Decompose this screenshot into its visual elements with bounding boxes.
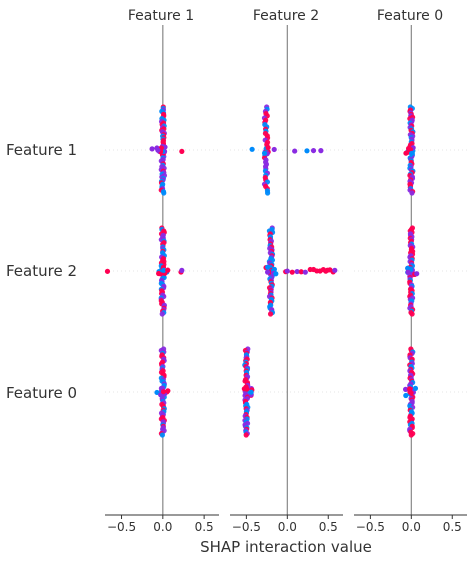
data-point-outlier	[298, 269, 304, 275]
x-tick-label: 0.0	[153, 520, 172, 534]
data-point	[409, 190, 415, 196]
points-feature-0-feature-2	[405, 225, 420, 317]
x-tick-label: 0.5	[443, 520, 462, 534]
panels-layer: −0.5 0.0 0.5 −0.5 0.0 0.5 −0.5 0.0 0.5	[104, 25, 467, 534]
x-tick-label: −0.5	[107, 520, 136, 534]
row-label-feature-0: Feature 0	[6, 384, 77, 402]
panel-feature-2: −0.5 0.0 0.5	[230, 25, 343, 534]
data-point	[243, 432, 249, 438]
points-feature-2-feature-2	[263, 225, 338, 317]
points-feature-2-feature-1	[249, 104, 324, 196]
data-point	[403, 392, 409, 399]
data-point	[159, 311, 165, 317]
points-feature-0-feature-0	[402, 346, 419, 438]
x-axis-label: SHAP interaction value	[200, 538, 372, 556]
data-point	[408, 390, 414, 396]
data-point-outlier	[289, 269, 295, 275]
x-tick-label: 0.0	[278, 520, 297, 534]
data-point-outlier	[179, 148, 185, 155]
data-point	[273, 271, 279, 277]
data-point	[409, 311, 415, 317]
data-point	[156, 270, 162, 277]
points-feature-0-feature-1	[403, 104, 416, 196]
data-point-outlier	[271, 146, 277, 153]
row-label-feature-1: Feature 1	[6, 141, 77, 159]
data-point	[165, 388, 171, 394]
data-point	[402, 386, 409, 392]
data-point	[412, 385, 419, 391]
data-point	[161, 190, 167, 196]
data-point	[414, 271, 420, 277]
data-point	[408, 432, 414, 438]
data-point-outlier	[292, 148, 298, 154]
row-labels: Feature 1 Feature 2 Feature 0	[6, 141, 77, 402]
data-point	[261, 150, 268, 156]
data-point	[265, 190, 271, 196]
data-point	[161, 267, 167, 273]
data-point-outlier	[104, 268, 111, 274]
data-point-outlier	[165, 267, 171, 273]
data-point	[267, 311, 274, 317]
x-tick-label: 0.5	[195, 520, 214, 534]
data-point-outlier	[318, 148, 324, 154]
data-point-outlier	[155, 147, 161, 153]
row-label-feature-2: Feature 2	[6, 262, 77, 280]
data-point-outlier	[302, 269, 308, 275]
data-point	[405, 269, 411, 275]
data-point	[405, 265, 411, 271]
data-point	[160, 389, 167, 395]
data-point-outlier	[149, 146, 155, 152]
data-point	[407, 146, 414, 153]
x-tick-label: −0.5	[232, 520, 261, 534]
data-point-outlier	[249, 146, 255, 152]
panel-title-feature-1: Feature 1	[128, 8, 194, 24]
data-point	[408, 150, 415, 157]
data-point-outlier	[332, 267, 338, 273]
data-point	[159, 432, 166, 438]
panel-titles: Feature 1 Feature 2 Feature 0	[128, 8, 443, 24]
data-point-outlier	[179, 267, 185, 273]
data-point	[265, 264, 271, 270]
data-point	[248, 389, 254, 395]
points-feature-2-feature-0	[241, 346, 255, 438]
data-point-outlier	[294, 268, 300, 275]
data-point	[403, 150, 409, 156]
data-point-outlier	[284, 268, 290, 274]
data-point	[265, 269, 271, 275]
data-point-outlier	[304, 148, 310, 154]
data-point	[154, 389, 160, 396]
x-tick-label: 0.5	[319, 520, 338, 534]
data-point-outlier	[310, 147, 317, 154]
panel-title-feature-2: Feature 2	[253, 8, 319, 24]
panel-title-feature-0: Feature 0	[377, 8, 443, 24]
points-feature-1-feature-2	[104, 225, 185, 317]
points-feature-1-feature-1	[149, 104, 185, 196]
x-tick-label: 0.0	[402, 520, 421, 534]
points-feature-1-feature-0	[154, 346, 171, 438]
x-tick-label: −0.5	[356, 520, 385, 534]
data-point	[244, 386, 250, 392]
data-point	[265, 145, 271, 151]
